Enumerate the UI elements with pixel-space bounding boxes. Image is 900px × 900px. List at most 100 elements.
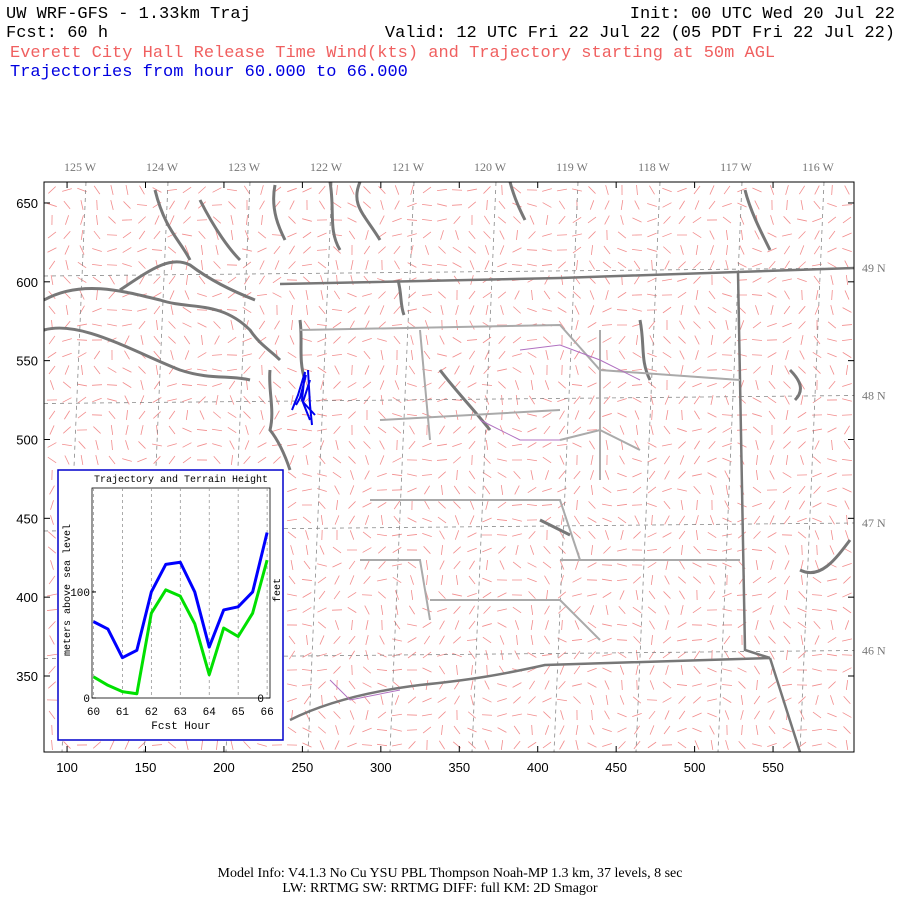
wind-barb (544, 275, 550, 285)
wind-barb (798, 231, 806, 239)
wind-barb (91, 384, 103, 386)
wind-barb (844, 620, 850, 630)
wind-barb (587, 682, 597, 688)
wind-barb (259, 260, 265, 270)
wind-barb (634, 515, 640, 525)
wind-barb (722, 548, 732, 552)
wind-barb (425, 335, 429, 345)
wind-barb (741, 229, 743, 241)
wind-barb (797, 517, 807, 523)
wind-barb (513, 725, 521, 735)
wind-barb (664, 395, 670, 405)
wind-barb (335, 725, 339, 735)
wind-barb (317, 337, 327, 343)
wind-barb (560, 514, 564, 526)
wind-barb (423, 350, 431, 360)
wind-barb (516, 229, 518, 241)
wind-barb (587, 216, 597, 224)
wind-barb (557, 651, 567, 659)
wind-barb (588, 186, 596, 194)
wind-barb (617, 381, 627, 389)
wind-barb (288, 575, 296, 585)
wind-barb (153, 305, 161, 315)
wind-barb (378, 321, 386, 329)
wind-barb (423, 635, 431, 645)
wind-barb (800, 200, 804, 210)
wind-barb (738, 740, 746, 750)
wind-barb (153, 335, 161, 345)
wind-barb (48, 681, 56, 689)
wind-barb (649, 185, 655, 195)
wind-barb (410, 575, 414, 585)
wind-barb (798, 441, 806, 449)
wind-barb (376, 743, 388, 747)
wind-barb (482, 517, 492, 523)
wind-barb (65, 305, 69, 315)
wind-barb (798, 591, 806, 599)
wind-barb (512, 427, 522, 433)
wind-barb (77, 352, 87, 358)
wind-barb (316, 249, 328, 251)
wind-barb (377, 502, 387, 508)
wind-barb (170, 350, 174, 360)
wind-barb (827, 458, 837, 462)
wind-barb (814, 185, 820, 195)
wind-barb (378, 186, 386, 194)
wind-barb (452, 636, 462, 644)
inset-y-label: meters above sea level (62, 524, 74, 656)
wind-barb (602, 637, 612, 643)
wind-barb (468, 230, 476, 240)
wind-barb (96, 289, 98, 301)
wind-barb (542, 188, 552, 192)
wind-barb (782, 336, 792, 344)
trajectory (291, 369, 316, 426)
wind-barb (185, 409, 189, 421)
wind-barb (77, 396, 87, 404)
wind-barb (767, 532, 777, 538)
wind-barb (92, 323, 102, 327)
wind-barb (783, 515, 791, 525)
wind-barb (318, 185, 326, 195)
wind-barb (707, 382, 717, 388)
wind-barb (438, 501, 446, 509)
wind-barb (336, 184, 338, 196)
wind-barb (110, 424, 114, 436)
wind-barb (740, 710, 744, 720)
wind-barb (663, 216, 671, 224)
wind-barb (769, 440, 775, 450)
wind-barb (49, 635, 55, 645)
wind-barb (500, 739, 504, 751)
wind-barb (407, 473, 417, 477)
wind-barb (407, 517, 417, 523)
wind-barb (573, 470, 581, 480)
wind-barb (153, 276, 161, 284)
wind-barb (80, 229, 84, 241)
wind-barb (678, 530, 686, 540)
wind-barb (617, 247, 627, 253)
geography (43, 181, 855, 753)
wind-barb (362, 547, 372, 553)
wind-barb (828, 681, 836, 689)
wind-barb (497, 442, 507, 448)
wind-barb (467, 532, 477, 538)
wind-barb (468, 426, 476, 434)
wind-barb (709, 725, 715, 735)
wind-barb (845, 679, 849, 691)
wind-barb (647, 532, 657, 538)
wind-barb (63, 230, 71, 240)
wind-barb (260, 410, 264, 420)
wind-barb (785, 589, 789, 601)
wind-barb (454, 515, 460, 525)
wind-barb (198, 396, 206, 404)
wind-barb (422, 231, 432, 239)
wind-barb (726, 244, 728, 256)
wind-barb (784, 560, 790, 570)
wind-barb (827, 637, 837, 643)
wind-barb (769, 470, 775, 480)
wind-barb (483, 215, 491, 225)
wind-barb (768, 380, 776, 390)
wind-barb (841, 204, 853, 206)
wind-barb (543, 635, 551, 645)
wind-barb (256, 293, 268, 297)
wind-barb (587, 337, 597, 343)
